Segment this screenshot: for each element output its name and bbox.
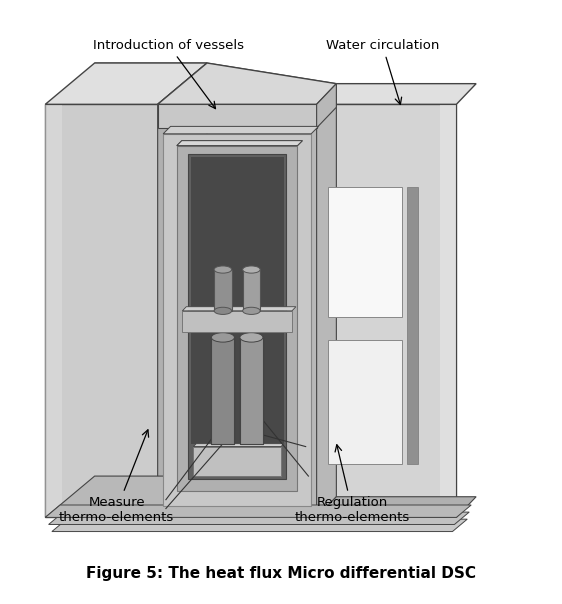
Polygon shape	[240, 338, 263, 443]
Ellipse shape	[240, 333, 263, 342]
Polygon shape	[158, 63, 207, 518]
Ellipse shape	[214, 307, 232, 315]
Polygon shape	[46, 476, 207, 518]
Polygon shape	[48, 512, 469, 524]
Polygon shape	[316, 104, 456, 518]
Ellipse shape	[243, 266, 260, 273]
Polygon shape	[316, 496, 476, 518]
Polygon shape	[52, 519, 467, 532]
Polygon shape	[316, 84, 337, 518]
Ellipse shape	[214, 266, 232, 273]
Polygon shape	[163, 134, 311, 506]
Polygon shape	[193, 446, 281, 476]
Polygon shape	[182, 311, 292, 332]
Polygon shape	[188, 155, 287, 479]
Polygon shape	[328, 341, 402, 464]
Polygon shape	[240, 338, 263, 443]
Polygon shape	[46, 104, 158, 518]
Polygon shape	[94, 63, 337, 84]
Polygon shape	[316, 84, 337, 128]
Polygon shape	[243, 269, 260, 311]
Polygon shape	[407, 187, 418, 464]
Ellipse shape	[243, 307, 260, 315]
Polygon shape	[211, 338, 234, 443]
Text: Figure 5: The heat flux Micro differential DSC: Figure 5: The heat flux Micro differenti…	[86, 566, 476, 581]
Polygon shape	[211, 338, 234, 443]
Text: Measure
thermo-elements: Measure thermo-elements	[59, 430, 174, 524]
Polygon shape	[158, 63, 337, 104]
Polygon shape	[177, 141, 302, 146]
Polygon shape	[316, 84, 476, 104]
Polygon shape	[440, 104, 456, 518]
Ellipse shape	[240, 332, 263, 342]
Text: Regulation
thermo-elements: Regulation thermo-elements	[294, 445, 410, 524]
Polygon shape	[46, 63, 207, 104]
Polygon shape	[193, 444, 284, 446]
Polygon shape	[158, 104, 316, 128]
Polygon shape	[182, 307, 296, 311]
Polygon shape	[160, 126, 319, 515]
Text: Water circulation: Water circulation	[326, 39, 439, 104]
Ellipse shape	[211, 332, 234, 342]
Polygon shape	[163, 126, 319, 134]
Polygon shape	[46, 104, 62, 518]
Polygon shape	[328, 187, 402, 316]
Polygon shape	[177, 146, 297, 491]
Polygon shape	[177, 141, 302, 146]
Polygon shape	[46, 505, 471, 518]
Text: Introduction of vessels: Introduction of vessels	[93, 39, 244, 109]
Ellipse shape	[211, 333, 234, 342]
Polygon shape	[214, 269, 232, 311]
Polygon shape	[191, 158, 284, 443]
